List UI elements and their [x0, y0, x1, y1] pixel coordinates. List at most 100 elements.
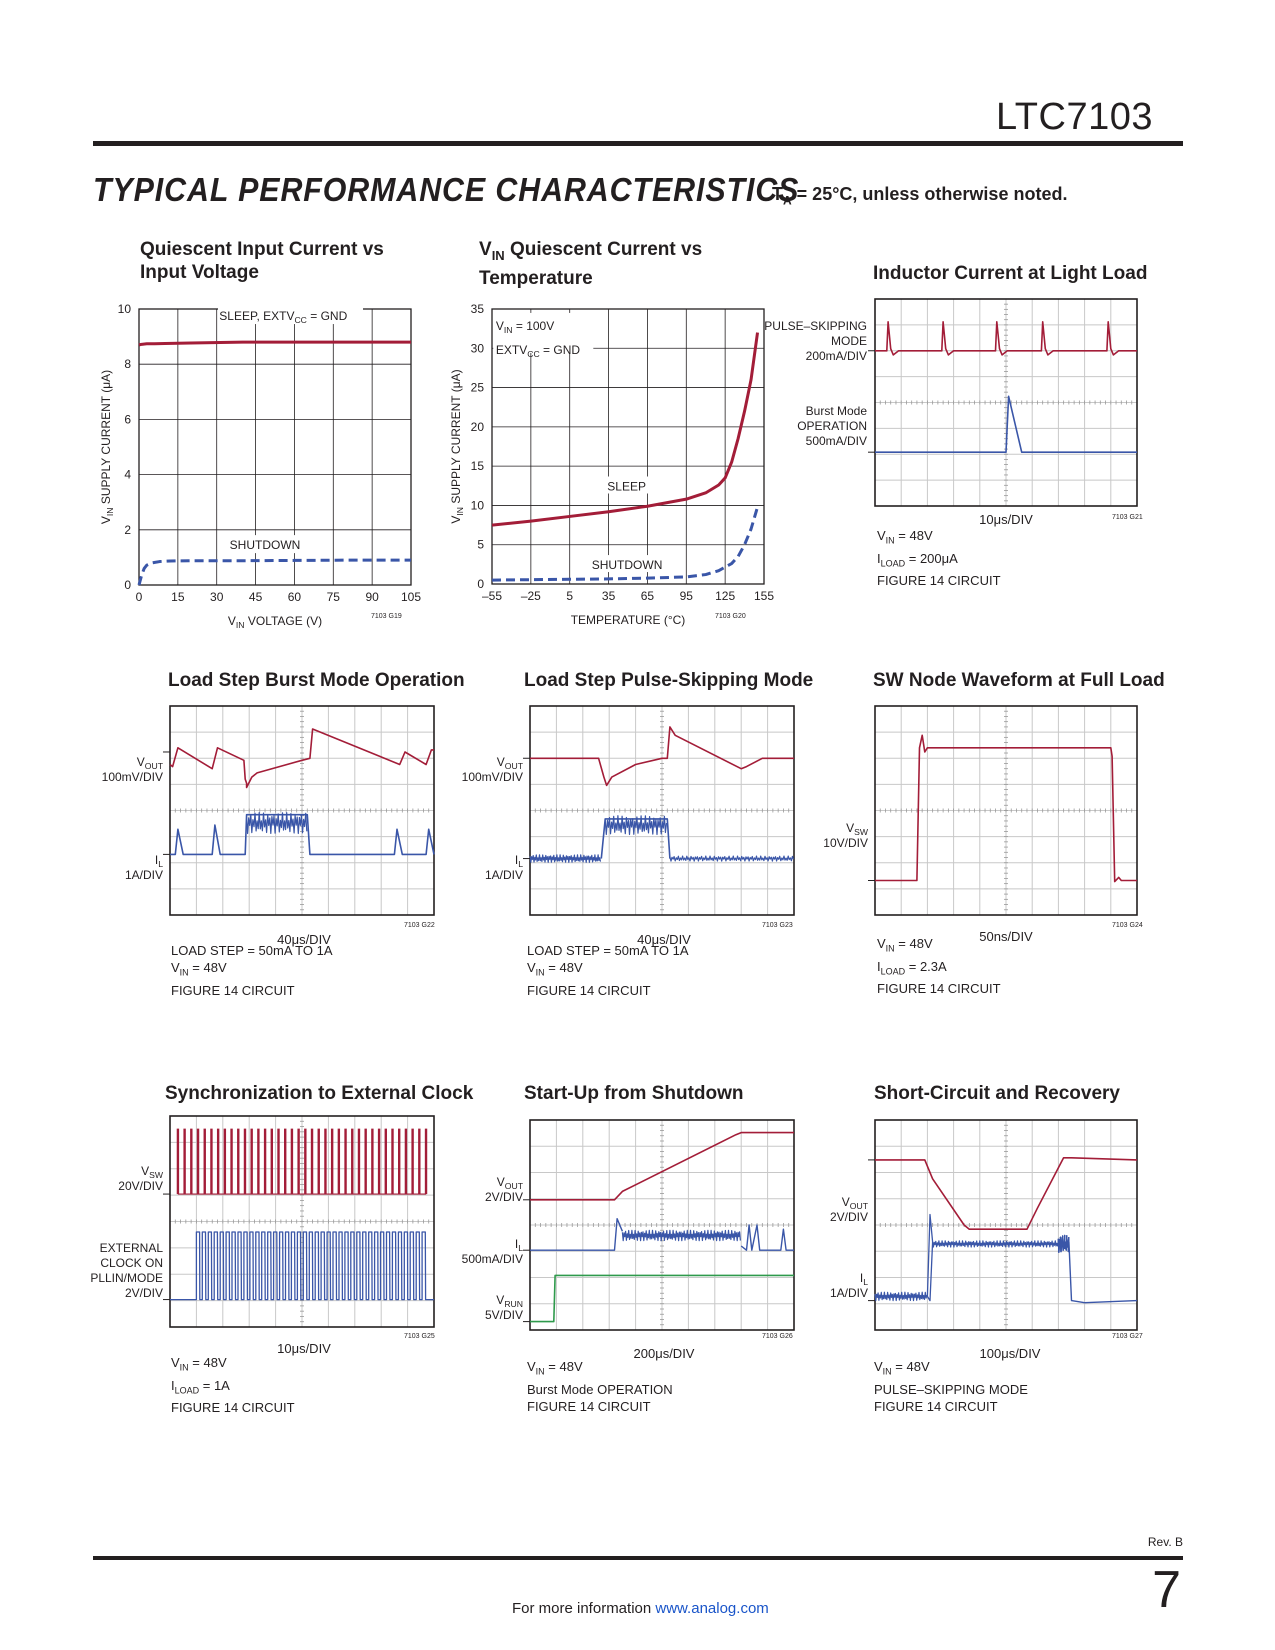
- channel-label-il-scale: 500mA/DIV: [462, 1252, 523, 1266]
- chart-title-g25: Synchronization to External Clock: [165, 1083, 474, 1104]
- notes-g21: VIN = 48V ILOAD = 200μA FIGURE 14 CIRCUIT: [877, 528, 1001, 589]
- trace-vout: [169, 728, 434, 789]
- trace-vrun: [530, 1274, 794, 1323]
- scope-frame: [169, 705, 435, 916]
- x-tick-label: 75: [327, 590, 341, 604]
- x-tick-label: 125: [715, 589, 735, 603]
- website-link[interactable]: www.analog.com: [655, 1600, 769, 1617]
- footer-info: For more information www.analog.com: [512, 1600, 769, 1617]
- time-div-label: 10μs/DIV: [979, 512, 1033, 527]
- notes-g26: VIN = 48V Burst Mode OPERATION FIGURE 14 C…: [527, 1359, 673, 1414]
- series-label-shutdown: SHUTDOWN: [592, 558, 663, 572]
- section-title: TYPICAL PERFORMANCE CHARACTERISTICS: [93, 171, 800, 208]
- x-tick-label: –25: [521, 589, 541, 603]
- notes-g25: VIN = 48V ILOAD = 1A FIGURE 14 CIRCUIT: [171, 1355, 295, 1416]
- chart-title-g21: Inductor Current at Light Load: [873, 263, 1148, 284]
- trace-vsw: [875, 734, 1137, 883]
- trace-il-recovery: [1057, 1234, 1070, 1253]
- scope-g27: [874, 1119, 1138, 1331]
- figure-id-g22: 7103 G22: [404, 922, 435, 929]
- x-axis-label: VIN VOLTAGE (V): [228, 614, 322, 630]
- x-axis-label: TEMPERATURE (°C): [571, 613, 686, 627]
- figure-id-g19: 7103 G19: [371, 613, 402, 620]
- channel-label-pulse: PULSE–SKIPPING: [764, 319, 867, 333]
- plot-frame: [491, 308, 765, 585]
- scope-g24: [874, 705, 1138, 916]
- x-tick-label: 5: [566, 589, 573, 603]
- chart-title-g26: Start-Up from Shutdown: [524, 1083, 744, 1104]
- scope-g26: [529, 1119, 795, 1331]
- y-axis-label: VIN SUPPLY CURRENT (μA): [99, 370, 115, 524]
- trace-clock: [170, 1231, 434, 1301]
- trace-il-ripple: [604, 815, 668, 836]
- label-bg: [590, 555, 667, 573]
- label-bg: [218, 306, 364, 325]
- figure-id-g21: 7103 G21: [1112, 514, 1143, 521]
- x-tick-label: 95: [680, 589, 694, 603]
- series-label-sleep: SLEEP: [607, 480, 646, 494]
- scope-g23: [529, 705, 795, 916]
- x-tick-label: 45: [249, 590, 263, 604]
- y-tick-label: 10: [471, 498, 485, 512]
- channel-label-vout-scale: 100mV/DIV: [102, 770, 163, 784]
- chart-title-g23: Load Step Pulse-Skipping Mode: [524, 670, 814, 691]
- trace-vout: [530, 726, 794, 787]
- x-tick-label: 90: [365, 590, 379, 604]
- trace-il-burst: [740, 1224, 794, 1251]
- figure-id-g20: 7103 G20: [715, 613, 746, 620]
- series-line: [138, 340, 411, 347]
- scope-g25: [169, 1115, 435, 1328]
- y-tick-label: 0: [124, 578, 131, 592]
- channel-label-vsw-scale: 10V/DIV: [823, 836, 868, 850]
- trace-il-ripple: [621, 1229, 741, 1242]
- y-tick-label: 8: [124, 357, 131, 371]
- y-tick-label: 6: [124, 412, 131, 426]
- notes-g22: LOAD STEP = 50mA TO 1A VIN = 48V FIGURE 14…: [171, 943, 333, 998]
- y-tick-label: 25: [471, 381, 485, 395]
- scope-g22: [169, 705, 435, 916]
- x-tick-label: 30: [210, 590, 224, 604]
- scope-frame: [874, 1119, 1138, 1331]
- y-tick-label: 0: [477, 577, 484, 591]
- y-tick-label: 2: [124, 523, 131, 537]
- y-tick-label: 35: [471, 302, 485, 316]
- scope-frame: [529, 705, 795, 916]
- label-bg: [228, 535, 305, 554]
- channel-label-vsw: VSW: [846, 821, 869, 837]
- figure-id-g27: 7103 G27: [1112, 1333, 1143, 1340]
- channel-label-pulse: 200mA/DIV: [806, 349, 867, 363]
- time-div-label: 200μs/DIV: [634, 1346, 695, 1361]
- series-label-sleep: SLEEP, EXTVCC = GND: [219, 309, 347, 325]
- page-number: 7: [1152, 1561, 1181, 1619]
- x-tick-label: 65: [641, 589, 655, 603]
- trace-il-edge: [926, 1213, 934, 1302]
- channel-label-vsw: VSW: [141, 1164, 164, 1180]
- series-line: [491, 506, 759, 582]
- channel-label-il: IL: [155, 853, 163, 869]
- trace-burst-mode: [875, 395, 1137, 454]
- notes-g23: LOAD STEP = 50mA TO 1A VIN = 48V FIGURE 14…: [527, 943, 689, 998]
- x-tick-label: 0: [136, 590, 143, 604]
- channel-label-il: IL: [515, 853, 523, 869]
- channel-label-burst: Burst Mode: [806, 404, 868, 418]
- channel-label-vout-scale: 2V/DIV: [485, 1190, 523, 1204]
- channel-label-clock: 2V/DIV: [125, 1286, 163, 1300]
- label-bg: [493, 312, 594, 353]
- annotation-extvcc: EXTVCC = GND: [496, 343, 580, 359]
- scope-frame: [874, 705, 1138, 916]
- channel-label-vrun: VRUN: [496, 1293, 523, 1309]
- scope-frame: [874, 298, 1138, 507]
- trace-il: [170, 813, 435, 856]
- y-tick-label: 5: [477, 538, 484, 552]
- header-rule: [93, 141, 1183, 146]
- x-tick-label: 105: [401, 590, 421, 604]
- channel-label-vout: VOUT: [497, 755, 524, 771]
- x-tick-label: 155: [754, 589, 774, 603]
- y-axis-label: VIN SUPPLY CURRENT (μA): [449, 369, 465, 523]
- label-bg: [605, 476, 652, 494]
- figure-id-g25: 7103 G25: [404, 1333, 435, 1340]
- y-tick-label: 20: [471, 420, 485, 434]
- scope-frame: [169, 1115, 435, 1328]
- y-tick-label: 15: [471, 459, 485, 473]
